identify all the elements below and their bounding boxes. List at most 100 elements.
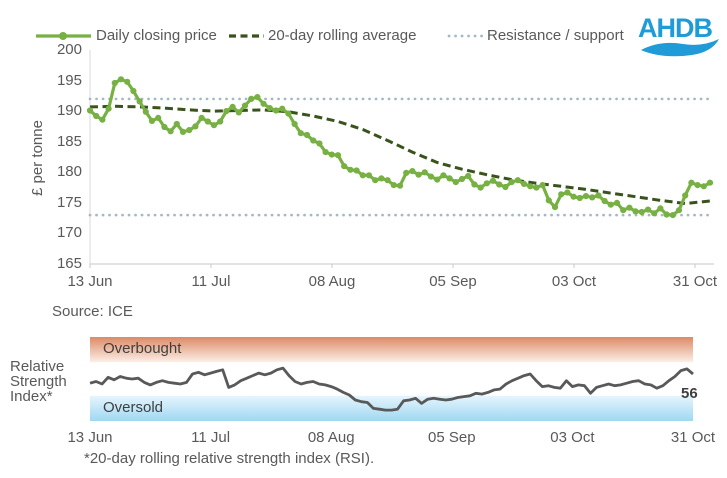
daily-close-marker: [334, 152, 342, 159]
daily-close-marker: [130, 87, 137, 95]
daily-close-marker: [396, 182, 404, 189]
daily-close-marker: [173, 120, 180, 128]
daily-close-marker: [260, 100, 267, 107]
daily-close-marker: [638, 208, 645, 216]
daily-close-marker: [372, 177, 379, 184]
daily-close-marker: [644, 206, 652, 213]
rsi-x-axis-tick-label: 08 Aug: [307, 429, 355, 446]
daily-close-marker: [694, 182, 701, 189]
daily-close-marker: [111, 79, 118, 87]
daily-close-marker: [601, 197, 608, 205]
daily-close-marker: [223, 108, 230, 115]
daily-close-marker: [322, 149, 329, 156]
y-axis-tick-label: 195: [56, 71, 82, 89]
x-axis-tick-label: 11 Jul: [191, 273, 231, 290]
daily-close-marker: [626, 204, 633, 211]
daily-close-marker: [117, 76, 125, 83]
daily-close-marker: [657, 205, 664, 212]
x-axis-tick-label: 05 Sep: [429, 273, 477, 290]
daily-close-marker: [217, 118, 224, 125]
daily-close-marker: [489, 177, 497, 184]
daily-close-marker: [403, 169, 410, 176]
y-axis-tick-label: 175: [56, 193, 82, 211]
daily-close-marker: [651, 210, 658, 217]
daily-close-marker: [316, 140, 323, 147]
daily-close-marker: [248, 95, 255, 102]
daily-close-marker: [700, 183, 707, 190]
daily-close-marker: [179, 128, 187, 135]
daily-close-marker: [409, 168, 416, 175]
oversold-band-label: Oversold: [103, 399, 164, 416]
rsi-footnote: *20-day rolling relative strength index …: [84, 450, 375, 467]
rsi-x-axis-tick-label: 31 Oct: [670, 429, 716, 446]
daily-close-marker: [582, 193, 590, 200]
y-axis-tick-label: 185: [56, 132, 82, 150]
daily-close-marker: [607, 201, 614, 208]
rsi-band-oversold: [90, 395, 693, 421]
rsi-x-axis-tick-label: 05 Sep: [428, 429, 476, 446]
ahdb-logo: AHDB: [638, 13, 719, 57]
daily-close-marker: [378, 175, 385, 182]
daily-close-marker: [161, 123, 168, 131]
daily-close-marker: [477, 184, 484, 191]
daily-close-marker: [235, 109, 242, 116]
daily-close-marker: [204, 118, 211, 125]
x-axis-tick-label: 03 Oct: [551, 273, 597, 290]
daily-close-marker: [576, 194, 583, 202]
ahdb-logo-wave-icon: [641, 39, 719, 57]
rsi-title-line-3: Index*: [10, 388, 53, 405]
daily-close-marker: [297, 130, 304, 137]
daily-close-marker: [105, 105, 112, 112]
daily-close-marker: [347, 166, 354, 173]
daily-close-marker: [241, 102, 249, 109]
legend-item-daily-closing-price: Daily closing price: [96, 27, 217, 44]
daily-close-marker: [539, 182, 546, 189]
x-axis-tick-label: 13 Jun: [67, 273, 113, 290]
daily-close-marker: [279, 105, 286, 112]
daily-close-marker: [142, 108, 149, 115]
daily-close-marker: [452, 179, 459, 186]
rsi-end-value: 56: [681, 385, 698, 402]
daily-close-marker: [675, 207, 683, 214]
daily-close-marker: [136, 98, 143, 105]
daily-close-marker: [620, 207, 627, 214]
daily-close-marker: [86, 107, 94, 114]
daily-close-marker: [632, 208, 639, 215]
ahdb-logo-text: AHDB: [638, 13, 712, 43]
daily-close-marker: [328, 151, 335, 158]
series-rsi: [89, 366, 694, 412]
daily-close-marker: [440, 172, 447, 179]
daily-close-marker: [520, 180, 528, 187]
daily-close-marker: [613, 199, 621, 206]
daily-close-marker: [341, 163, 348, 170]
daily-close-marker: [198, 114, 205, 121]
daily-close-marker: [527, 183, 534, 190]
daily-close-marker: [210, 122, 218, 129]
daily-close-marker: [390, 182, 397, 189]
legend-item-rolling-average: 20-day rolling average: [268, 27, 417, 44]
daily-close-marker: [483, 180, 490, 187]
series-rolling-average: [89, 104, 711, 205]
daily-close-marker: [167, 128, 174, 135]
daily-close-marker: [124, 78, 131, 85]
daily-close-marker: [310, 137, 317, 144]
daily-close-marker: [502, 183, 509, 191]
daily-close-marker: [291, 120, 298, 128]
x-axis-tick-label: 31 Oct: [672, 273, 718, 290]
daily-close-marker: [384, 177, 391, 184]
daily-close-marker: [706, 179, 714, 186]
daily-close-marker: [551, 204, 559, 211]
daily-close-marker: [434, 176, 441, 183]
y-axis-tick-label: 200: [56, 41, 82, 58]
daily-close-marker: [93, 112, 100, 120]
daily-close-marker: [266, 105, 273, 112]
daily-close-marker: [229, 103, 236, 110]
daily-close-marker: [458, 175, 466, 183]
overbought-band-label: Overbought: [103, 340, 182, 357]
daily-close-marker: [533, 184, 540, 191]
series-daily-closing-price: [88, 77, 711, 217]
daily-close-marker: [427, 173, 435, 180]
daily-close-marker: [415, 171, 422, 178]
daily-close-marker: [465, 172, 472, 180]
